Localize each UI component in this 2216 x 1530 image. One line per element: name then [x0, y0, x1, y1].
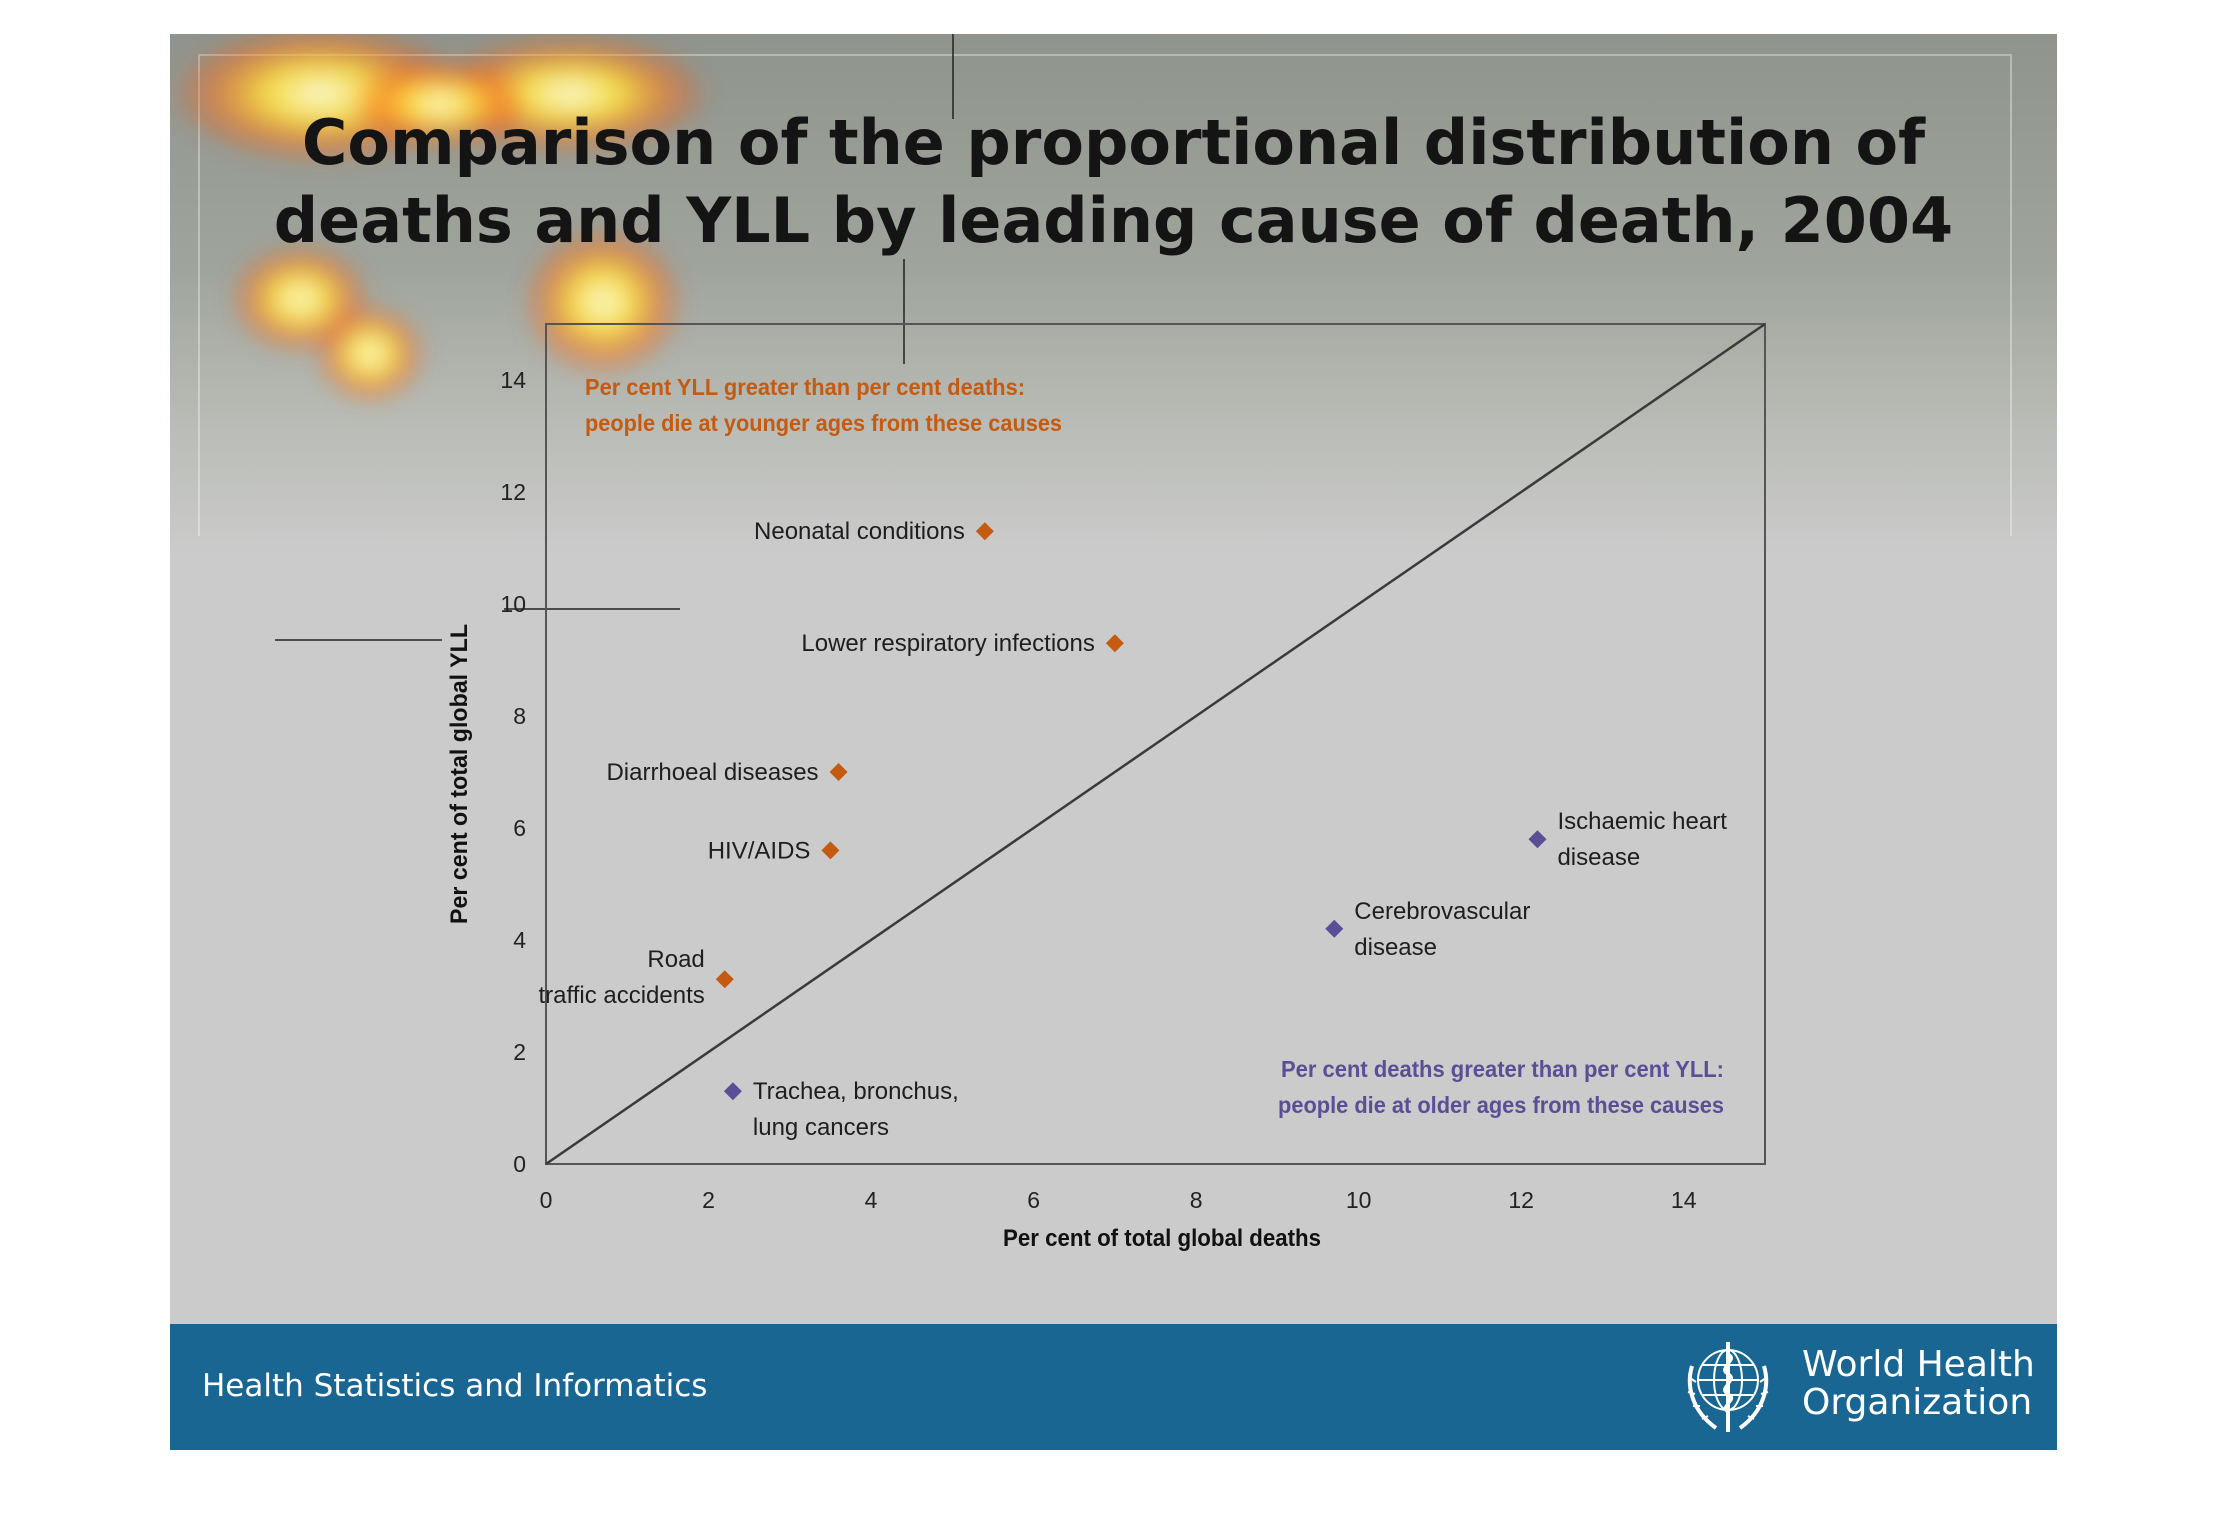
data-point-marker: [1528, 830, 1547, 849]
data-point-label: traffic accidents: [538, 982, 704, 1009]
attention-heatmap-overlay: [170, 34, 710, 404]
data-point-label: Cerebrovascular: [1354, 898, 1530, 925]
y-axis-ticks: 0 2 4 6 8 10 12 14: [500, 367, 526, 1177]
slide: Comparison of the proportional distribut…: [170, 34, 2057, 1450]
data-point-marker: [723, 1082, 742, 1101]
x-axis-label: Per cent of total global deaths: [1003, 1225, 1321, 1252]
who-organization-name: World Health Organization: [1802, 1346, 2035, 1422]
data-point-marker: [821, 841, 840, 860]
data-point-label: HIV/AIDS: [708, 837, 811, 864]
who-name-line-1: World Health: [1802, 1344, 2035, 1385]
title-banner: Comparison of the proportional distribut…: [170, 34, 2057, 554]
data-point-label: Trachea, bronchus,: [753, 1078, 959, 1105]
slide-title-line-2: deaths and YLL by leading cause of death…: [273, 184, 1954, 257]
data-point-label: disease: [1354, 934, 1437, 961]
data-point-label: Ischaemic heart: [1557, 808, 1727, 835]
data-point-marker: [829, 763, 848, 781]
plot-frame: [545, 323, 1766, 1165]
x-tick-label: 8: [1190, 1187, 1203, 1213]
x-tick-label: 4: [865, 1187, 878, 1213]
scatter-chart: 0 2 4 6 8 10 12 14 0 2 4 6 8 10 12 14 Neonatal conditi…: [275, 34, 1766, 1252]
data-point-marker: [975, 522, 994, 541]
x-axis-ticks: 0 2 4 6 8 10 12 14: [540, 1187, 1697, 1213]
data-point-marker: [1325, 919, 1344, 938]
data-point-label: disease: [1557, 844, 1640, 871]
data-point-label: lung cancers: [753, 1114, 889, 1141]
x-tick-label: 6: [1027, 1187, 1040, 1213]
footer-bar: Health Statistics and Informatics World …: [170, 1324, 2057, 1450]
x-tick-label: 10: [1346, 1187, 1372, 1213]
y-tick-label: 0: [513, 1151, 526, 1177]
data-point-label: Neonatal conditions: [754, 518, 965, 545]
banner-frame: [198, 54, 2012, 536]
y-tick-label: 14: [500, 367, 526, 393]
y-tick-label: 12: [500, 479, 526, 505]
annotation-younger-line-1: Per cent YLL greater than per cent death…: [585, 374, 1025, 400]
y-tick-label: 10: [500, 591, 526, 617]
y-tick-label: 4: [513, 927, 526, 953]
annotation-older-line-2: people die at older ages from these caus…: [1278, 1092, 1724, 1118]
y-tick-label: 6: [513, 815, 526, 841]
x-tick-label: 12: [1508, 1187, 1534, 1213]
data-point-marker: [1105, 634, 1124, 653]
slide-title-line-1: Comparison of the proportional distribut…: [301, 106, 1926, 179]
x-tick-label: 2: [702, 1187, 715, 1213]
data-point-marker: [715, 970, 734, 989]
y-tick-label: 2: [513, 1039, 526, 1065]
annotation-older-line-1: Per cent deaths greater than per cent YL…: [1281, 1056, 1724, 1082]
data-point-label: Lower respiratory infections: [801, 630, 1094, 657]
data-point-label: Diarrhoeal diseases: [606, 759, 818, 786]
y-axis-label: Per cent of total global YLL: [446, 624, 473, 924]
annotation-younger-line-2: people die at younger ages from these ca…: [585, 410, 1062, 436]
slide-title: Comparison of the proportional distribut…: [170, 104, 2057, 260]
data-point-label: Road: [647, 946, 704, 973]
x-tick-label: 14: [1671, 1187, 1697, 1213]
equality-diagonal-line: [545, 322, 1766, 1166]
footer-department-text: Health Statistics and Informatics: [202, 1368, 708, 1404]
who-emblem-icon: [1687, 1342, 1769, 1432]
y-tick-label: 8: [513, 703, 526, 729]
who-name-line-2: Organization: [1802, 1382, 2033, 1423]
data-points: Neonatal conditions Lower respiratory inf…: [538, 518, 1727, 1141]
x-tick-label: 0: [540, 1187, 553, 1213]
